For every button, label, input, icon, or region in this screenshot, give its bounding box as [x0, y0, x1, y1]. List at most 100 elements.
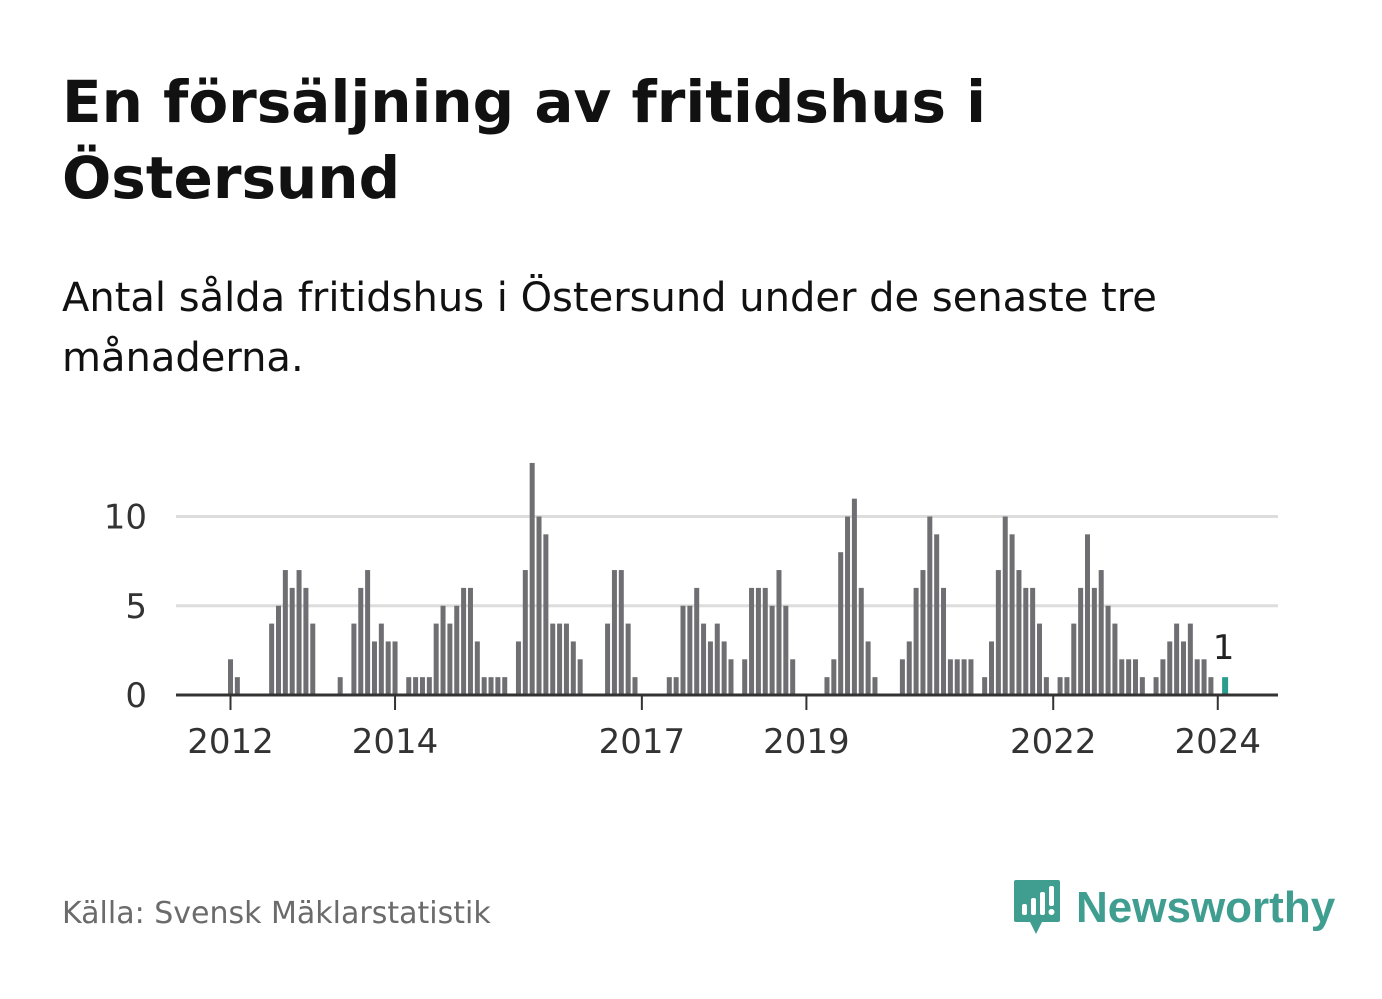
bar: [1180, 641, 1186, 695]
bar: [529, 462, 535, 695]
bar: [906, 641, 912, 695]
bar: [522, 570, 528, 695]
bar: [968, 659, 974, 695]
gridlines: [176, 515, 1278, 608]
bar: [1112, 623, 1118, 695]
bar: [845, 516, 851, 695]
bar: [749, 587, 755, 695]
bar: [461, 587, 467, 695]
bar: [419, 677, 425, 695]
bar: [701, 623, 707, 695]
y-tick-label: 10: [104, 498, 147, 538]
bar: [426, 677, 432, 695]
bar: [687, 605, 693, 695]
bar: [413, 677, 419, 695]
bar: [1139, 677, 1145, 695]
bar: [1057, 677, 1063, 695]
bar: [1078, 587, 1084, 695]
bar: [920, 570, 926, 695]
bar: [1023, 587, 1029, 695]
bar: [762, 587, 768, 695]
brand-logo[interactable]: Newsworthy: [1012, 878, 1335, 938]
bar: [1071, 623, 1077, 695]
bar: [474, 641, 480, 695]
bar: [790, 659, 796, 695]
chart-title: En försäljning av fritidshus i Östersund: [62, 68, 987, 212]
bar: [1030, 587, 1036, 695]
bar: [406, 677, 412, 695]
bar: [1167, 641, 1173, 695]
bar: [947, 659, 953, 695]
bar: [673, 677, 679, 695]
bar: [1009, 534, 1015, 695]
bar: [577, 659, 583, 695]
bar-chart: 0 5 10 1 2012 2014 2017 2019 2022 2024: [104, 462, 1278, 763]
bar: [982, 677, 988, 695]
bar: [1126, 659, 1132, 695]
bar: [385, 641, 391, 695]
bar: [872, 677, 878, 695]
bar: [269, 623, 275, 695]
bar: [392, 641, 398, 695]
bar: [755, 587, 761, 695]
bar: [927, 516, 933, 695]
bar: [1043, 677, 1049, 695]
bar: [714, 623, 720, 695]
bar: [310, 623, 316, 695]
bar: [680, 605, 686, 695]
source-note: Källa: Svensk Mäklarstatistik: [62, 896, 491, 931]
bar: [303, 587, 309, 695]
bar: [1187, 623, 1193, 695]
bar: [502, 677, 508, 695]
bar: [234, 677, 240, 695]
bar: [625, 623, 631, 695]
y-tick-label: 0: [125, 676, 147, 716]
bar: [481, 677, 487, 695]
bar: [666, 677, 672, 695]
bar: [1085, 534, 1090, 695]
x-tick-label: 2014: [352, 722, 439, 762]
x-tick-label: 2017: [599, 722, 686, 762]
bar: [961, 659, 967, 695]
axes: [176, 693, 1278, 710]
highlight-bar: [1222, 677, 1229, 695]
bar: [365, 570, 371, 695]
bar: [742, 659, 748, 695]
labels: 0 5 10 1 2012 2014 2017 2019 2022 2024: [104, 498, 1261, 763]
bars: [228, 462, 1229, 695]
bar: [934, 534, 940, 695]
bar: [989, 641, 995, 695]
bar: [995, 570, 1001, 695]
bar: [1132, 659, 1138, 695]
bar: [289, 587, 295, 695]
x-tick-label: 2024: [1174, 722, 1261, 762]
bar: [1201, 659, 1207, 695]
bar: [1037, 623, 1043, 695]
bar: [570, 641, 576, 695]
bar: [1160, 659, 1166, 695]
bar: [557, 623, 563, 695]
bar: [550, 623, 556, 695]
bar: [605, 623, 611, 695]
bar: [941, 587, 947, 695]
chart-subtitle: Antal sålda fritidshus i Östersund under…: [62, 275, 1157, 381]
bar: [632, 677, 638, 695]
bar: [488, 677, 494, 695]
bar: [433, 623, 439, 695]
bar: [440, 605, 446, 695]
bar: [913, 587, 919, 695]
bar: [618, 570, 624, 695]
bar: [536, 516, 542, 695]
bar: [337, 677, 343, 695]
bar: [228, 659, 233, 695]
bar: [858, 587, 864, 695]
highlight-value-label: 1: [1213, 628, 1235, 668]
bar: [899, 659, 905, 695]
bar: [1208, 677, 1214, 695]
bar: [447, 623, 453, 695]
bar: [954, 659, 960, 695]
brand-name: Newsworthy: [1076, 883, 1336, 932]
bar: [1119, 659, 1125, 695]
bar: [824, 677, 830, 695]
newsworthy-logo-icon: [1014, 880, 1060, 934]
